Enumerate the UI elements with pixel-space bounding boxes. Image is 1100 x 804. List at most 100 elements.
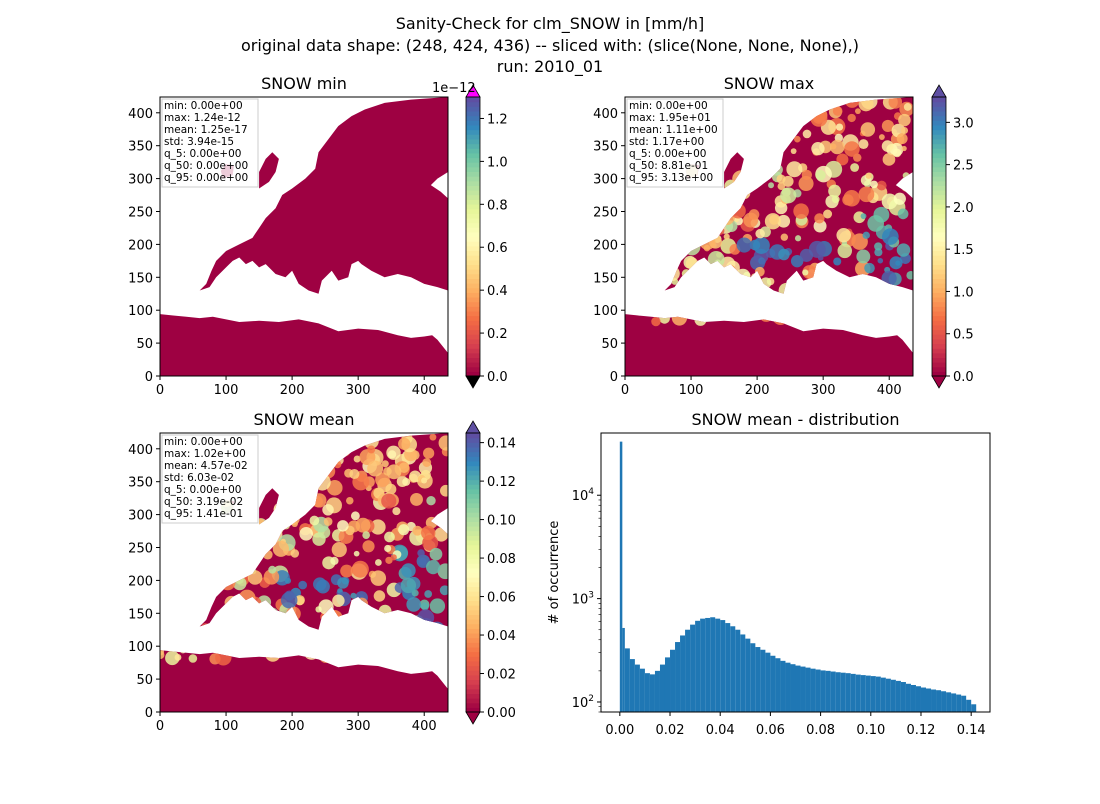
stats-line: min: 0.00e+00 <box>164 436 243 448</box>
y-tick-label: 300 <box>128 509 153 524</box>
heat-patch <box>777 182 786 191</box>
histogram-bar <box>810 668 816 712</box>
colorbar-stripe <box>466 296 480 303</box>
colorbar-stripe <box>466 544 480 550</box>
heat-patch <box>807 303 820 315</box>
heat-patch <box>737 113 745 121</box>
map-title: SNOW mean <box>254 410 355 429</box>
heat-patch <box>760 277 772 289</box>
heat-patch <box>656 237 666 247</box>
colorbar-stripe <box>466 152 480 159</box>
histogram-panel: SNOW mean - distribution 0.00 0.02 0.04 0.06… <box>547 410 991 738</box>
colorbar-stripe <box>466 474 480 481</box>
heat-patch <box>782 311 795 324</box>
heat-patch <box>679 283 695 298</box>
stats-line: min: 0.00e+00 <box>164 100 243 112</box>
histogram-bar <box>865 675 871 712</box>
heat-patch <box>898 113 911 127</box>
heat-patch <box>649 210 660 221</box>
y-tick-label: 300 <box>593 173 618 188</box>
heat-patch <box>378 604 392 618</box>
heat-patch <box>758 307 774 322</box>
x-tick-label: 0.00 <box>605 723 634 738</box>
heat-patch <box>375 472 390 487</box>
heat-patch <box>794 135 801 143</box>
histogram-bar <box>710 617 716 712</box>
histogram-bar <box>715 618 721 712</box>
colorbar-stripe <box>466 343 480 349</box>
heat-patch <box>322 614 329 620</box>
heat-patch <box>164 526 178 540</box>
stats-line: mean: 4.57e-02 <box>164 460 248 472</box>
colorbar-stripe <box>932 259 946 265</box>
heat-patch <box>220 523 234 537</box>
heat-patch <box>717 203 731 216</box>
heat-patch <box>646 286 656 296</box>
y-tick-label: 50 <box>601 337 618 352</box>
heat-patch <box>721 187 731 196</box>
heat-patch <box>195 598 205 608</box>
heat-patch <box>337 577 349 589</box>
heat-patch <box>856 299 865 308</box>
heat-patch <box>390 554 397 561</box>
colorbar-stripe <box>932 180 946 186</box>
heat-patch <box>265 646 281 662</box>
heat-patch <box>800 304 810 314</box>
heat-patch <box>275 516 287 527</box>
heat-patch <box>735 268 751 284</box>
heat-patch <box>440 484 449 497</box>
heat-patch <box>777 134 788 145</box>
colorbar-stripe <box>466 259 480 265</box>
heat-patch <box>280 591 298 609</box>
heat-patch <box>748 209 760 220</box>
heat-patch <box>421 477 428 484</box>
colorbar-stripe <box>932 115 946 121</box>
x-tick-label: 0.06 <box>756 723 785 738</box>
histogram-bar <box>730 626 736 712</box>
heat-patch <box>324 451 336 463</box>
heat-patch <box>201 594 210 603</box>
colorbar-tick-label: 0.2 <box>487 327 508 342</box>
colorbar-stripe <box>466 180 480 186</box>
histogram-bar <box>654 670 660 712</box>
colorbar-stripe <box>466 292 480 298</box>
heat-patch <box>338 617 345 624</box>
heat-patch <box>656 201 667 212</box>
heat-patch <box>794 121 803 130</box>
heat-patch <box>292 477 299 484</box>
heat-patch <box>412 525 423 536</box>
colorbar-stripe <box>466 535 480 541</box>
heat-patch <box>297 491 306 500</box>
stats-line: std: 1.17e+00 <box>629 136 704 148</box>
heat-patch <box>858 139 869 150</box>
heat-patch <box>865 172 872 179</box>
heat-patch <box>160 543 172 556</box>
heat-patch <box>849 309 862 322</box>
map-frame <box>624 96 914 377</box>
heat-patch <box>690 294 702 306</box>
heat-patch <box>185 543 194 551</box>
heat-patch <box>188 654 198 663</box>
heat-patch <box>427 641 443 657</box>
heat-patch <box>284 577 292 584</box>
heat-patch <box>817 254 824 261</box>
heat-patch <box>262 549 273 560</box>
heat-patch <box>904 178 914 192</box>
heat-patch <box>799 291 813 305</box>
heat-patch <box>272 540 290 557</box>
colorbar-stripe <box>932 324 946 331</box>
colorbar-tick-label: 0.14 <box>487 437 516 452</box>
heat-patch <box>402 478 411 486</box>
colorbar-stripe <box>466 222 480 228</box>
colorbar-stripe <box>466 101 480 107</box>
histogram-bar <box>780 660 786 712</box>
heat-patch <box>645 206 656 218</box>
heat-patch <box>626 257 634 265</box>
heat-patch <box>350 592 357 599</box>
colorbar-stripe <box>466 553 480 560</box>
heat-patch <box>215 556 224 565</box>
heat-patch <box>879 289 886 296</box>
colorbar-stripe <box>466 484 480 490</box>
heat-patch <box>639 282 651 294</box>
histogram-bar <box>855 674 861 712</box>
